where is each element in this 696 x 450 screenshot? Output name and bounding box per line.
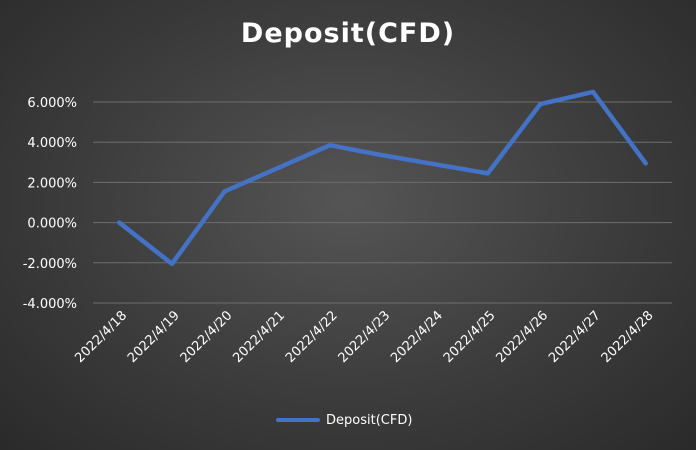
x-tick-label: 2022/4/18 — [72, 308, 130, 366]
x-tick-label: 2022/4/28 — [599, 308, 657, 366]
x-tick-label: 2022/4/24 — [388, 308, 446, 366]
legend-swatch — [276, 418, 320, 422]
y-tick-label: 2.000% — [27, 176, 77, 191]
chart-title: Deposit(CFD) — [240, 18, 456, 49]
x-tick-label: 2022/4/25 — [441, 308, 499, 366]
y-tick-label: 0.000% — [27, 217, 77, 232]
x-tick-label: 2022/4/20 — [178, 308, 236, 366]
y-tick-label: 4.000% — [27, 136, 77, 151]
x-tick-label: 2022/4/21 — [230, 308, 288, 366]
x-tick-label: 2022/4/19 — [125, 308, 183, 366]
x-tick-label: 2022/4/27 — [546, 308, 604, 366]
y-tick-label: 6.000% — [27, 96, 77, 111]
legend-label: Deposit(CFD) — [326, 412, 413, 428]
series-line — [117, 89, 648, 267]
y-tick-label: -4.000% — [23, 297, 77, 312]
y-tick-label: -2.000% — [23, 257, 77, 272]
x-tick-label: 2022/4/26 — [493, 308, 551, 366]
x-tick-label: 2022/4/22 — [283, 308, 341, 366]
legend: Deposit(CFD) — [276, 410, 412, 430]
x-tick-label: 2022/4/23 — [336, 308, 394, 366]
